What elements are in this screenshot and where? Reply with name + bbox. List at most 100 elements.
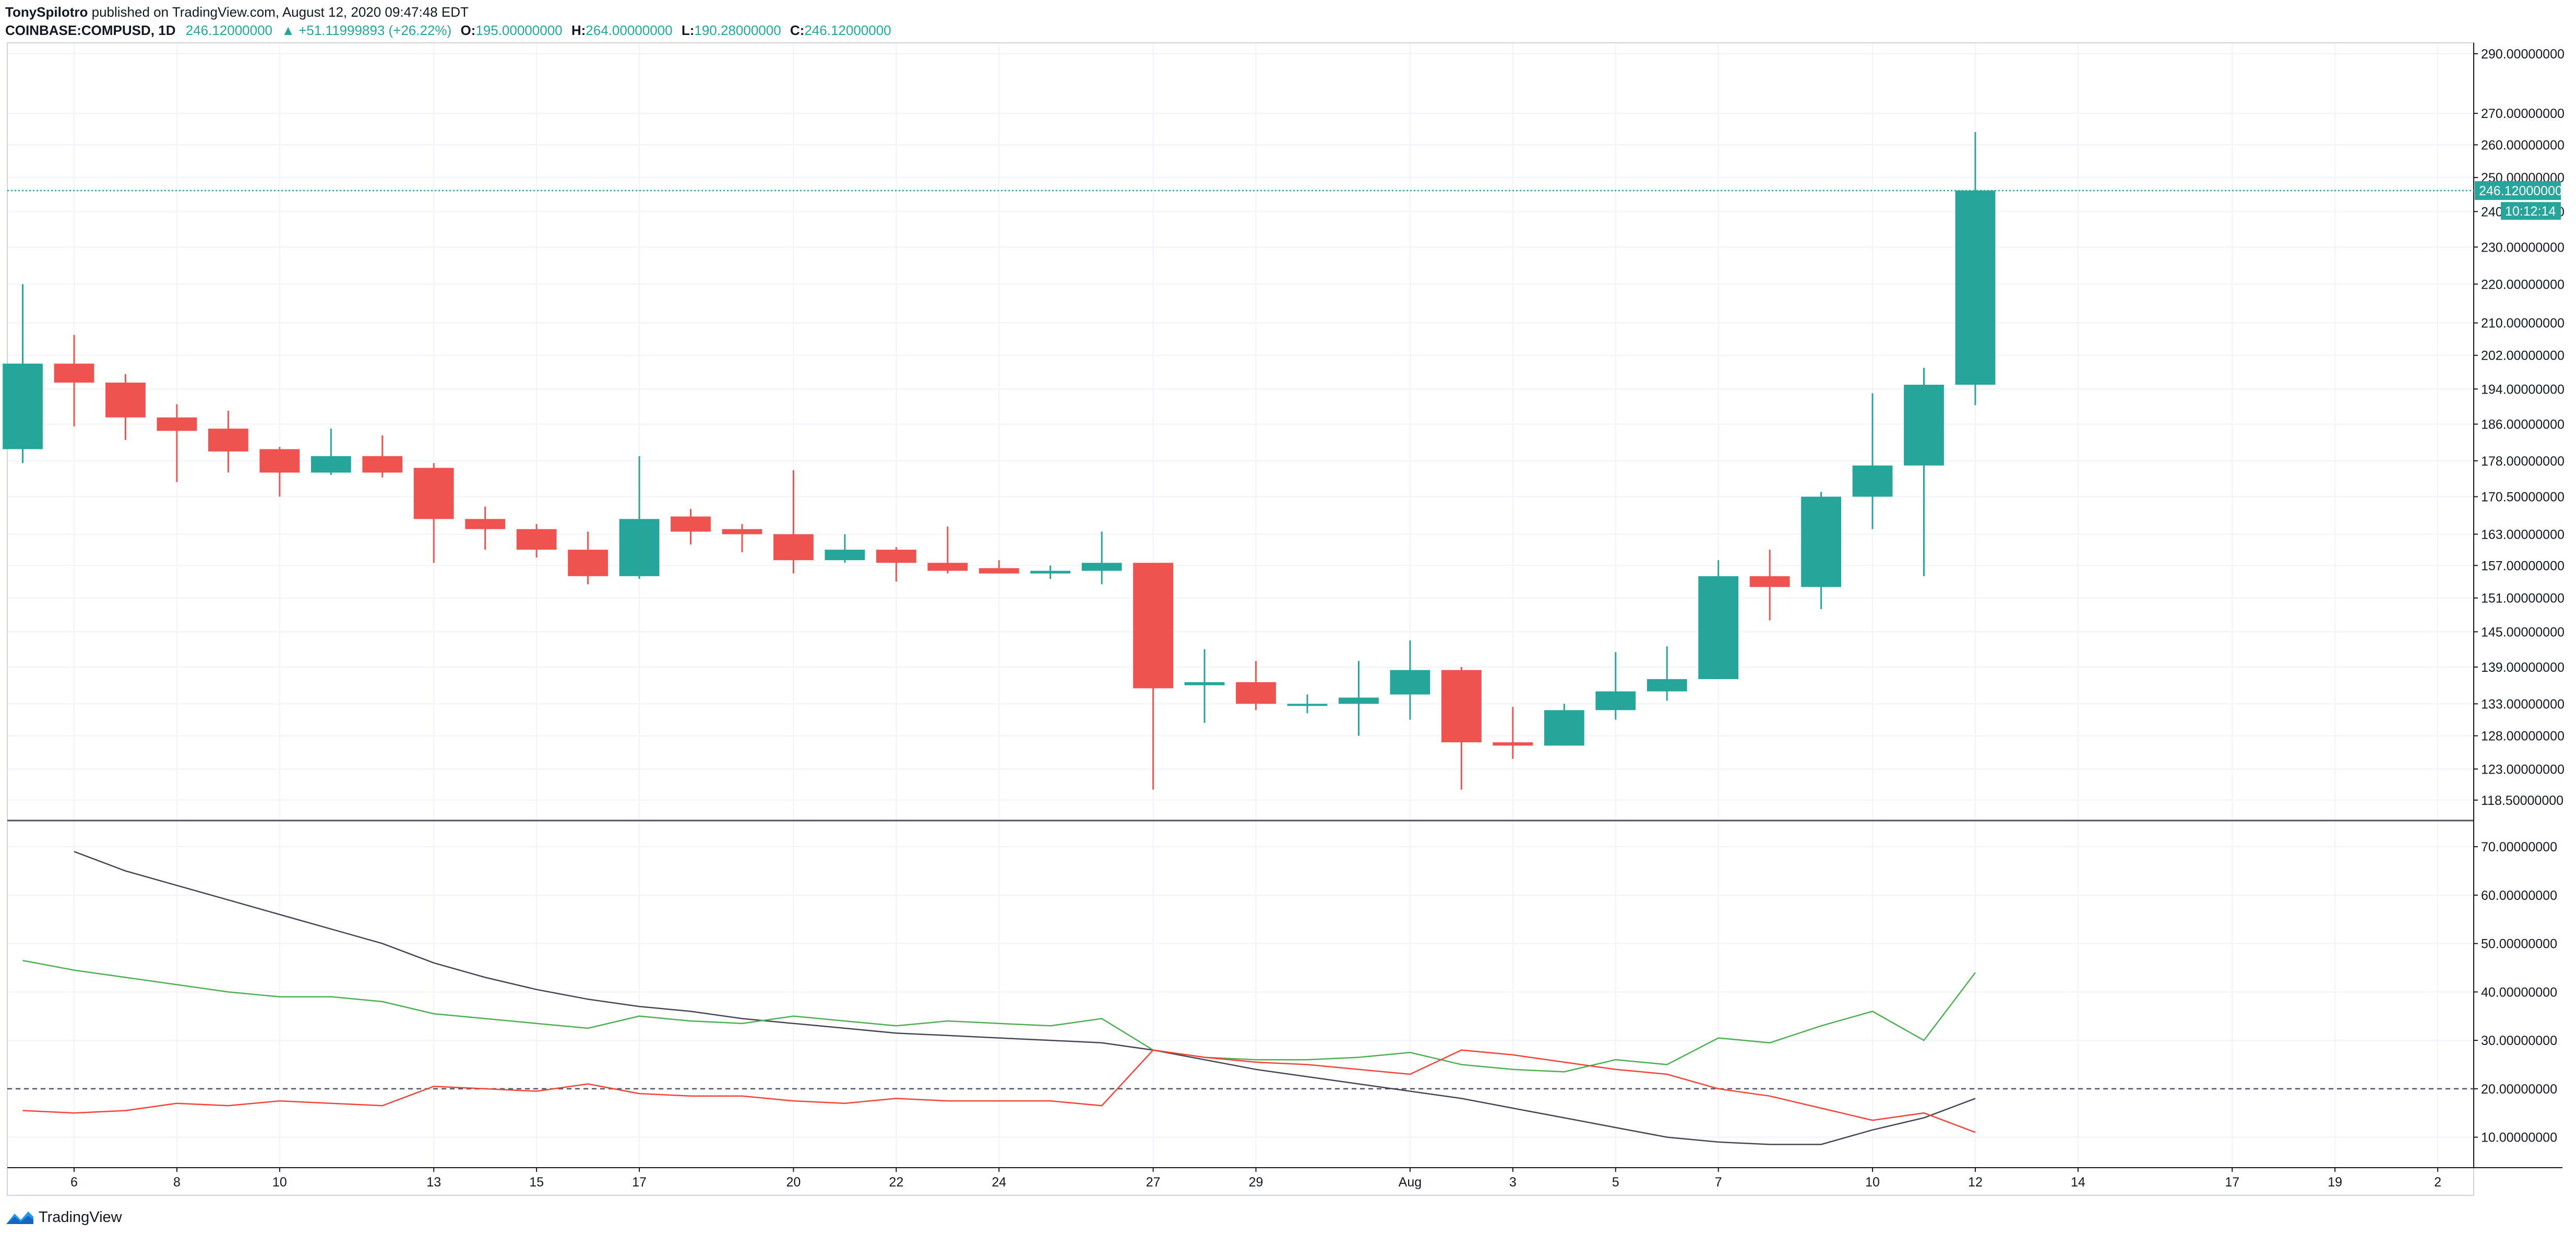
price-axis-label: 178.00000000 [2481,454,2565,469]
candle-body [516,529,557,550]
candle-body [1390,670,1430,695]
candle-body [979,568,1019,574]
time-axis-label: 12 [1968,1175,1983,1190]
price-axis-label: 260.00000000 [2481,138,2565,152]
high-label: H: [571,22,586,38]
time-axis-label: 7 [1715,1175,1722,1190]
candle-body [876,550,916,563]
candle-body [825,550,865,561]
price-axis-label: 170.50000000 [2481,490,2565,505]
last-price-badge-text: 246.12000000 [2479,184,2562,198]
low-value: 190.28000000 [694,22,781,38]
candle-body [1133,563,1174,688]
candle-body [927,563,968,571]
candle-body [773,534,814,561]
candle-body [157,417,197,431]
series-line-di [22,959,1976,1073]
candle-body [208,429,248,452]
tradingview-logo-icon [6,1211,33,1224]
time-axis-label: 8 [173,1175,181,1190]
time-axis-label: 15 [529,1175,544,1190]
chart-frame [7,42,2474,1196]
candle-body [722,529,762,535]
series-line-adx [74,851,1976,1145]
price-axis-label: 123.00000000 [2481,762,2565,777]
time-axis-label: 10 [272,1175,287,1190]
last-price-badge [2475,181,2561,200]
candle-body [1544,710,1584,746]
candle-body [105,382,146,418]
price-axis-label: 128.00000000 [2481,729,2565,744]
time-axis-label: 27 [1146,1175,1161,1190]
candle-body [671,516,711,532]
close-value: 246.12000000 [804,22,891,38]
candle-body [1647,679,1687,692]
price-axis-label: 157.00000000 [2481,559,2565,573]
time-axis-label: 10 [1865,1175,1880,1190]
indicator-axis-label: 30.00000000 [2481,1034,2557,1048]
candle-body [1081,563,1122,571]
candle-body [1441,670,1482,743]
price-axis-label: 194.00000000 [2481,382,2565,397]
time-axis-label: 24 [992,1175,1006,1190]
candle-body [1801,496,1841,587]
time-axis-label: 2 [2434,1175,2441,1190]
time-axis-label: 13 [426,1175,441,1190]
time-axis-label: 17 [632,1175,647,1190]
time-axis-label: 5 [1612,1175,1619,1190]
author-name[interactable]: TonySpilotro [5,4,88,20]
time-axis-label: 19 [2328,1175,2342,1190]
time-axis-label: 14 [2071,1175,2085,1190]
price-axis-label: 118.50000000 [2481,793,2563,808]
time-axis-label: 17 [2225,1175,2239,1190]
candle-body [1287,704,1328,706]
candle-body [1904,385,1944,466]
candle-body [259,449,300,473]
chart-header: TonySpilotro published on TradingView.co… [5,3,891,40]
indicator-axis-label: 60.00000000 [2481,888,2557,903]
price-axis-label: 210.00000000 [2481,316,2565,331]
price-axis-label: 145.00000000 [2481,625,2565,639]
time-axis-label: 6 [70,1175,78,1190]
price-axis-label: 230.00000000 [2481,240,2565,255]
price-axis-label: 139.00000000 [2481,660,2565,675]
price-axis-label: 202.00000000 [2481,349,2565,363]
candle-body [54,363,94,383]
price-axis-label: 270.00000000 [2481,106,2565,121]
publish-info: TonySpilotro published on TradingView.co… [5,3,891,21]
candle-body [1030,571,1071,574]
symbol-legend: COINBASE:COMPUSD, 1D 246.12000000 ▲ +51.… [5,21,891,40]
brand-name[interactable]: TradingView [39,1209,122,1226]
indicator-axis-label: 50.00000000 [2481,937,2557,952]
open-label: O: [460,22,476,38]
price-axis-label: 133.00000000 [2481,697,2565,711]
candle-body [1852,465,1893,497]
candle-body [1236,682,1276,704]
candle-body [568,550,608,576]
price-axis-label: 186.00000000 [2481,418,2565,432]
indicator-axis-label: 20.00000000 [2481,1082,2557,1097]
low-label: L: [681,22,695,38]
indicator-axis-label: 40.00000000 [2481,985,2557,1000]
candle-body [1749,576,1790,587]
series-line-di [22,1049,1976,1133]
candle-body [1493,742,1533,746]
time-axis-label: 29 [1249,1175,1263,1190]
price-axis-label: 163.00000000 [2481,527,2565,542]
candle-body [413,468,454,519]
price-axis-label: 151.00000000 [2481,591,2565,606]
candle-body [1955,191,1996,385]
high-value: 264.00000000 [586,22,673,38]
candle-body [1339,697,1379,704]
candle-body [362,456,403,473]
time-axis-label: 22 [889,1175,903,1190]
time-axis-label: Aug [1399,1175,1422,1190]
symbol-name[interactable]: COINBASE:COMPUSD, 1D [5,22,176,38]
price-axis-label: 290.00000000 [2481,47,2565,62]
candle-body [619,519,660,576]
countdown-text: 10:12:14 [2505,204,2556,219]
candle-body [1595,691,1636,710]
candle-body [3,363,43,449]
price-axis-label: 220.00000000 [2481,277,2565,292]
